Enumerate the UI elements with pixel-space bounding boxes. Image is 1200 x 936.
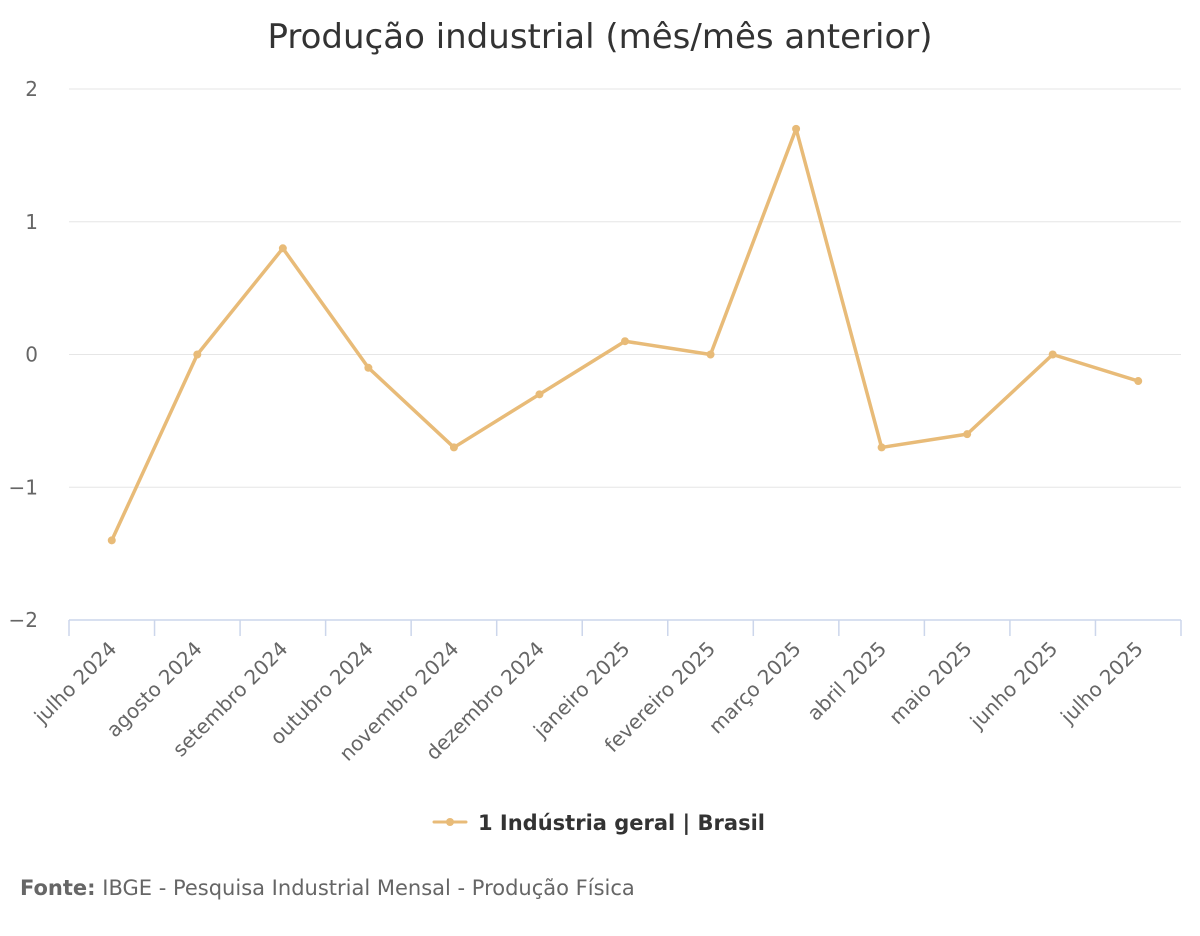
data-point[interactable] [535, 390, 544, 399]
data-point[interactable] [107, 536, 116, 545]
x-tick-label: maio 2025 [884, 637, 976, 729]
data-point[interactable] [449, 443, 458, 452]
data-point[interactable] [364, 363, 373, 372]
data-point[interactable] [963, 430, 972, 439]
y-tick-label: 0 [25, 343, 38, 367]
x-tick-label: julho 2025 [1055, 637, 1148, 730]
x-tick-label: março 2025 [704, 637, 806, 739]
series [107, 124, 1143, 545]
y-axis-ticks: 2 1 0 −1 −2 [9, 77, 38, 632]
source-text: IBGE - Pesquisa Industrial Mensal - Prod… [102, 876, 635, 900]
legend-item-label[interactable]: 1 Indústria geral | Brasil [478, 811, 765, 836]
legend[interactable]: 1 Indústria geral | Brasil [432, 811, 765, 836]
data-point[interactable] [706, 350, 715, 359]
x-tick-label: julho 2024 [29, 637, 122, 730]
chart-title: Produção industrial (mês/mês anterior) [267, 17, 932, 57]
x-axis [68, 619, 1182, 636]
data-point[interactable] [1048, 350, 1057, 359]
grid [69, 88, 1181, 488]
y-tick-label: 2 [25, 77, 38, 101]
data-point[interactable] [621, 337, 629, 346]
y-tick-label: −1 [9, 475, 38, 499]
x-tick-label: junho 2025 [965, 637, 1063, 735]
data-point[interactable] [1134, 377, 1143, 386]
source-note: Fonte: IBGE - Pesquisa Industrial Mensal… [20, 876, 635, 900]
data-point[interactable] [193, 350, 202, 359]
legend-swatch-marker [446, 818, 454, 826]
series-line[interactable] [110, 127, 1140, 543]
x-tick-label: abril 2025 [802, 637, 891, 726]
data-point[interactable] [792, 124, 801, 133]
source-prefix: Fonte: [20, 876, 96, 900]
y-tick-label: −2 [9, 608, 38, 632]
y-tick-label: 1 [25, 210, 38, 234]
data-point[interactable] [877, 443, 886, 452]
data-point[interactable] [278, 244, 287, 253]
